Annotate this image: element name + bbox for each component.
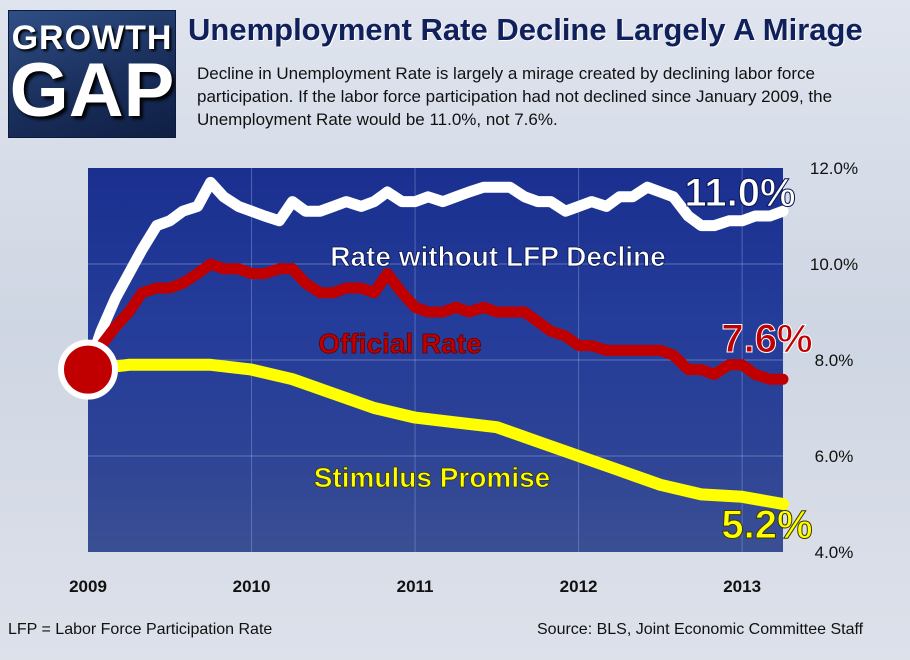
y-tick-label-2: 8.0% — [815, 351, 854, 370]
y-tick-label-4: 4.0% — [815, 543, 854, 562]
series-end-label-stimulus-promise: 5.2% — [721, 503, 812, 547]
y-tick-label-0: 12.0% — [810, 159, 858, 178]
footnote-lfp: LFP = Labor Force Participation Rate — [8, 621, 273, 638]
source-note: Source: BLS, Joint Economic Committee St… — [537, 621, 864, 638]
series-name-label-rate-without-lfp: Rate without LFP Decline — [330, 241, 666, 272]
chart-title: Unemployment Rate Decline Largely A Mira… — [188, 12, 863, 47]
y-tick-label-1: 10.0% — [810, 255, 858, 274]
logo-text-growth: GROWTH — [11, 19, 173, 57]
growth-gap-logo: GROWTH GAP — [8, 10, 176, 138]
x-tick-label-3: 2012 — [560, 577, 598, 596]
x-tick-label-1: 2010 — [233, 577, 271, 596]
start-point-marker — [58, 339, 118, 400]
x-tick-label-2: 2011 — [397, 577, 434, 596]
series-line-stimulus-promise — [82, 358, 789, 510]
x-tick-label-4: 2013 — [723, 577, 761, 596]
series-end-label-official-rate: 7.6% — [721, 317, 812, 361]
series-name-label-stimulus-promise: Stimulus Promise — [314, 462, 551, 493]
chart-subtitle: Decline in Unemployment Rate is largely … — [197, 64, 833, 129]
series-name-label-official-rate: Official Rate — [318, 328, 481, 359]
series-end-label-rate-without-lfp: 11.0% — [684, 171, 795, 215]
series-line-official-rate — [82, 258, 789, 385]
y-tick-label-3: 6.0% — [815, 447, 854, 466]
logo-text-gap: GAP — [9, 48, 175, 133]
series-line-rate-without-lfp — [82, 176, 789, 376]
x-tick-label-0: 2009 — [69, 577, 107, 596]
